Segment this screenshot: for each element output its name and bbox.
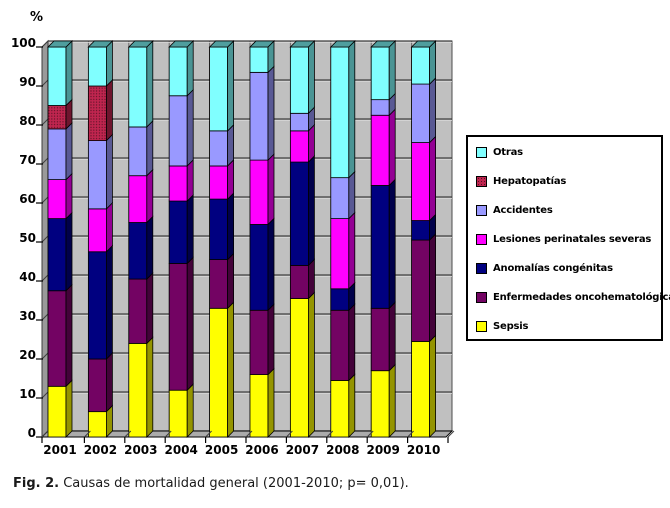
x-axis-category-label: 2005	[205, 443, 238, 457]
legend-item: Lesiones perinatales severas	[476, 225, 659, 254]
y-axis-tick-label: 40	[19, 270, 36, 284]
legend-item-label: Otras	[493, 147, 523, 158]
x-axis-category-label: 2002	[84, 443, 117, 457]
legend-box: Otras Hepatopatías Accidentes Lesiones peri…	[466, 135, 670, 341]
y-axis-tick-label: 80	[19, 114, 36, 128]
legend-swatch-icon	[476, 263, 487, 274]
legend-item: Enfermedades oncohematológicas	[476, 283, 670, 312]
stacked-bars	[47, 40, 437, 438]
y-axis-tick-label: 70	[19, 153, 36, 167]
axes: 0 10 20 30 40 50 60 70 80 90 100 2001 2002 2003 2004 20…	[11, 10, 455, 457]
legend-item-label: Enfermedades oncohematológicas	[493, 292, 670, 303]
caption-text: Causas de mortalidad general (2001-2010;…	[59, 476, 409, 491]
legend-item-label: Accidentes	[493, 205, 553, 216]
caption-prefix: Fig. 2.	[13, 476, 60, 491]
figure-caption: Fig. 2. Causas de mortalidad general (20…	[13, 476, 409, 491]
legend-item: Anomalías congénitas	[476, 254, 659, 283]
y-axis-tick-label: 20	[19, 348, 36, 362]
y-axis-tick-label: 0	[28, 426, 36, 440]
y-axis-tick-label: 30	[19, 309, 36, 323]
x-axis-category-label: 2004	[164, 443, 197, 457]
legend-item: Hepatopatías	[476, 167, 659, 196]
legend-swatch-icon	[476, 205, 487, 216]
y-axis-tick-label: 60	[19, 192, 36, 206]
y-axis-unit-label: %	[30, 10, 43, 25]
x-axis-category-label: 2007	[286, 443, 319, 457]
legend-item-label: Sepsis	[493, 321, 529, 332]
y-axis-tick-label: 10	[19, 387, 36, 401]
legend-swatch-icon	[476, 176, 487, 187]
x-axis-category-label: 2003	[124, 443, 157, 457]
y-axis-tick-label: 100	[11, 36, 36, 50]
legend-swatch-icon	[476, 292, 487, 303]
legend-swatch-icon	[476, 321, 487, 332]
legend-swatch-icon	[476, 234, 487, 245]
x-axis-category-label: 2006	[245, 443, 278, 457]
legend-item: Sepsis	[476, 312, 659, 341]
x-axis-category-label: 2009	[366, 443, 399, 457]
legend-item-label: Anomalías congénitas	[493, 263, 613, 274]
y-axis-tick-label: 90	[19, 75, 36, 89]
legend-item: Otras	[476, 138, 659, 167]
y-axis-tick-label: 50	[19, 231, 36, 245]
x-axis-category-label: 2010	[407, 443, 440, 457]
legend-item-label: Hepatopatías	[493, 176, 567, 187]
chart-region: 0 10 20 30 40 50 60 70 80 90 100 2001 2002 2003 2004 20…	[11, 10, 455, 457]
x-axis-category-label: 2008	[326, 443, 359, 457]
legend-item-label: Lesiones perinatales severas	[493, 234, 652, 245]
legend-swatch-icon	[476, 147, 487, 158]
chart-svg: 0 10 20 30 40 50 60 70 80 90 100 2001 2002 2003 2004 20…	[11, 10, 455, 457]
x-axis-category-label: 2001	[43, 443, 76, 457]
legend-item: Accidentes	[476, 196, 659, 225]
